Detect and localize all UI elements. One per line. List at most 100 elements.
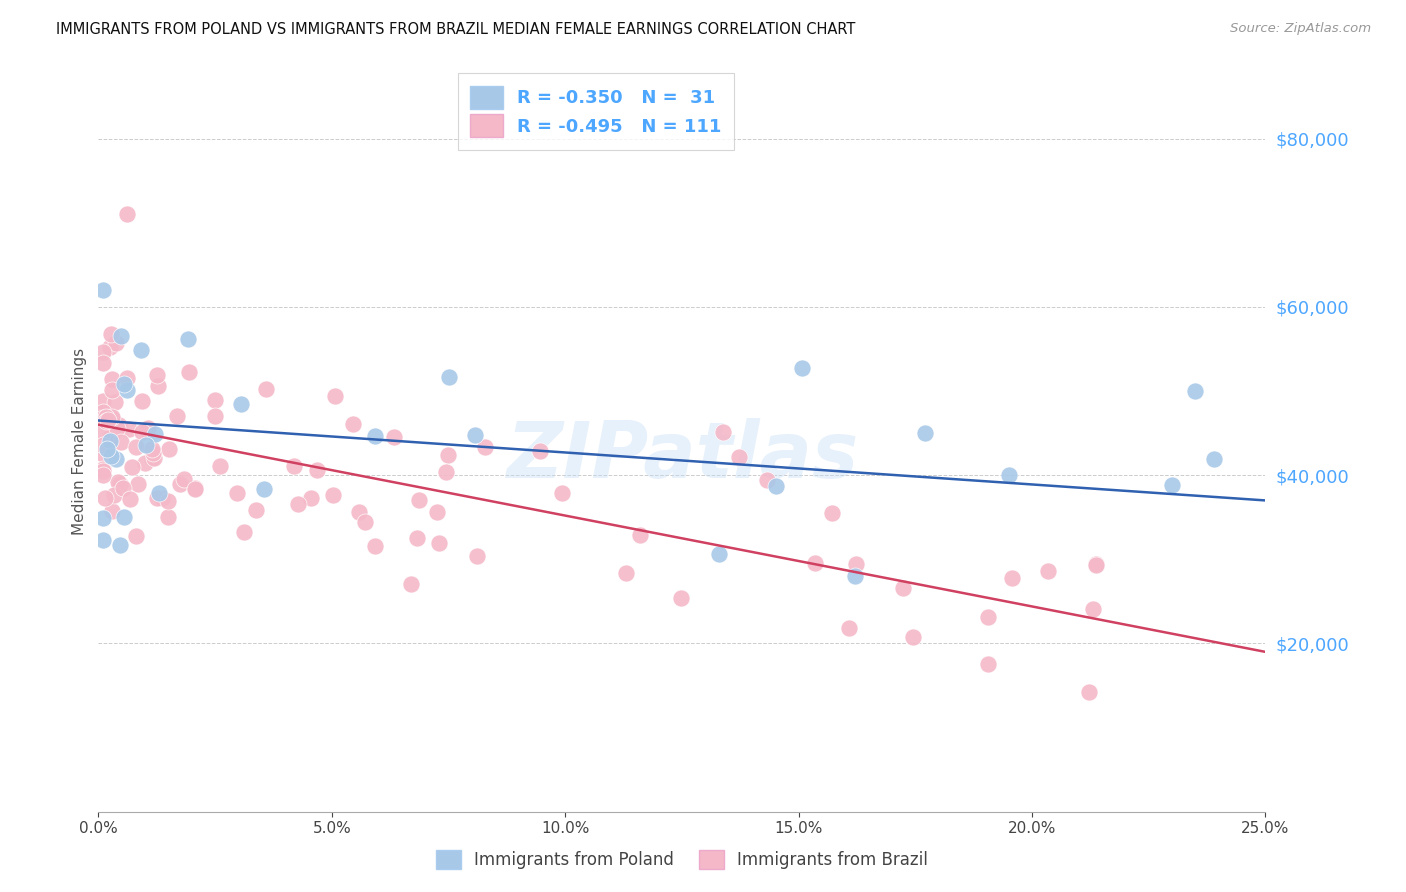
Point [96, 442, 118, 456]
Point [204, 409, 226, 423]
Point [152, 491, 174, 505]
Point [157, 510, 180, 524]
Point [287, 497, 309, 511]
Point [105, 452, 128, 467]
Point [1084, 558, 1107, 573]
Point [141, 451, 163, 466]
Point [179, 365, 201, 379]
Point [97, 413, 120, 427]
Point [976, 657, 998, 672]
Point [1077, 685, 1099, 699]
Point [184, 481, 207, 495]
Point [145, 491, 167, 506]
Point [1038, 564, 1060, 578]
Point [142, 450, 165, 465]
Point [364, 428, 387, 442]
Point [977, 610, 1000, 624]
Point [129, 343, 152, 357]
Point [253, 482, 276, 496]
Point [103, 488, 125, 502]
Point [914, 425, 936, 440]
Point [91, 447, 114, 461]
Point [91, 345, 114, 359]
Point [112, 509, 135, 524]
Point [108, 538, 131, 552]
Point [363, 539, 385, 553]
Point [135, 437, 157, 451]
Point [177, 332, 200, 346]
Point [299, 491, 322, 506]
Point [474, 440, 496, 454]
Point [232, 524, 254, 539]
Point [1184, 384, 1206, 399]
Point [91, 283, 114, 297]
Point [105, 420, 128, 434]
Point [110, 434, 132, 449]
Point [727, 450, 749, 464]
Point [169, 477, 191, 491]
Point [100, 503, 122, 517]
Point [156, 494, 179, 508]
Point [118, 492, 141, 507]
Point [145, 368, 167, 383]
Point [382, 430, 405, 444]
Point [184, 483, 207, 497]
Point [254, 382, 277, 396]
Point [118, 422, 141, 436]
Point [1081, 602, 1104, 616]
Point [245, 502, 267, 516]
Point [349, 505, 371, 519]
Point [669, 591, 692, 606]
Point [464, 427, 486, 442]
Point [115, 371, 138, 385]
Point [434, 465, 457, 479]
Point [229, 397, 252, 411]
Point [891, 581, 914, 595]
Point [108, 418, 131, 433]
Point [173, 472, 195, 486]
Point [1085, 557, 1108, 571]
Point [107, 475, 129, 489]
Point [111, 481, 134, 495]
Point [755, 473, 778, 487]
Point [91, 425, 114, 439]
Point [1204, 452, 1226, 467]
Point [100, 372, 122, 386]
Point [529, 444, 551, 458]
Point [91, 511, 114, 525]
Point [124, 440, 146, 454]
Point [208, 458, 231, 473]
Point [143, 426, 166, 441]
Point [148, 378, 170, 392]
Point [134, 456, 156, 470]
Legend: Immigrants from Poland, Immigrants from Brazil: Immigrants from Poland, Immigrants from … [427, 841, 936, 878]
Point [1161, 478, 1184, 492]
Point [429, 536, 451, 550]
Point [790, 360, 813, 375]
Point [135, 422, 157, 436]
Point [1001, 571, 1024, 585]
Point [91, 533, 114, 547]
Point [437, 448, 460, 462]
Point [342, 417, 364, 432]
Point [408, 493, 430, 508]
Point [136, 421, 159, 435]
Point [141, 442, 163, 456]
Text: ZIPatlas: ZIPatlas [506, 418, 858, 494]
Point [437, 370, 460, 384]
Point [121, 460, 143, 475]
Y-axis label: Median Female Earnings: Median Female Earnings [72, 348, 87, 535]
Point [765, 479, 787, 493]
Point [101, 410, 124, 425]
Point [112, 377, 135, 392]
Point [821, 506, 844, 520]
Point [94, 491, 117, 506]
Point [707, 547, 730, 561]
Point [354, 515, 377, 529]
Point [141, 445, 163, 459]
Point [166, 409, 188, 423]
Point [845, 558, 868, 572]
Point [713, 425, 735, 440]
Point [94, 409, 117, 424]
Point [91, 356, 114, 370]
